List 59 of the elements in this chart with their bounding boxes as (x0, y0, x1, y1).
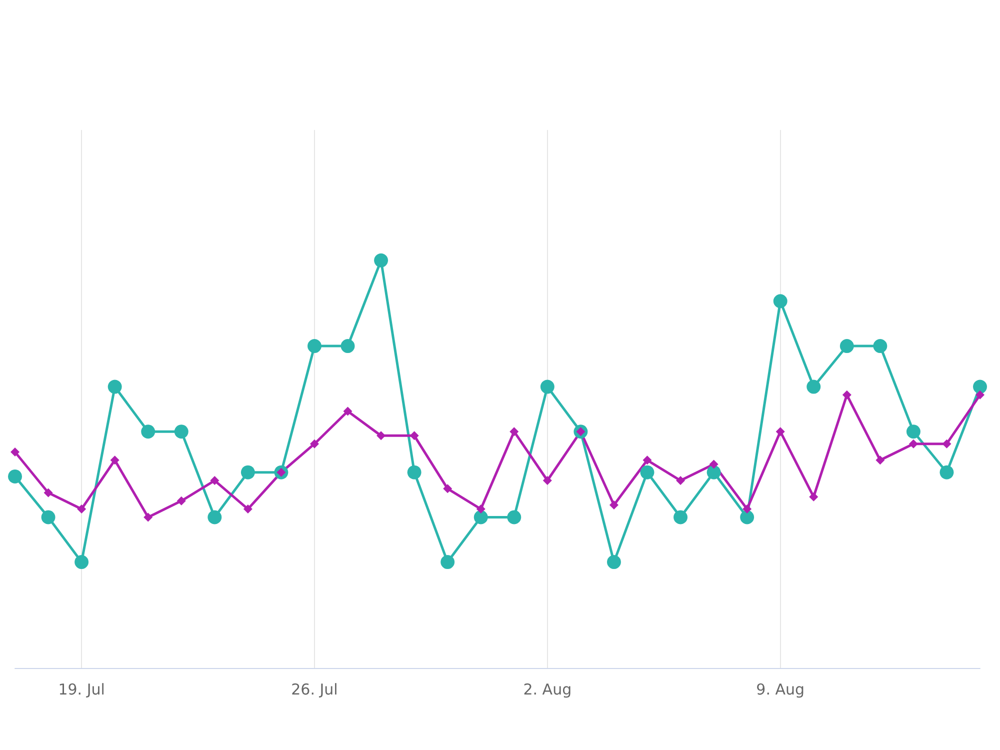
point (10, 447, 20, 456)
point (210, 476, 220, 486)
point (307, 339, 322, 354)
point (340, 339, 355, 354)
point (609, 500, 618, 510)
point (41, 510, 56, 524)
point (474, 510, 488, 524)
point (310, 439, 319, 448)
x-tick-label: 2. Aug (523, 680, 572, 698)
point (77, 504, 86, 514)
point (407, 465, 422, 480)
point (740, 510, 754, 524)
point (906, 424, 920, 439)
point (806, 380, 821, 394)
point (876, 456, 885, 465)
point (510, 427, 519, 436)
x-tick-label: 26. Jul (291, 680, 338, 698)
point (709, 460, 718, 469)
point (240, 465, 255, 480)
point (410, 431, 419, 440)
point (674, 510, 688, 524)
point (540, 380, 554, 394)
point (144, 512, 153, 522)
point (676, 476, 686, 486)
point (542, 476, 552, 486)
point (742, 504, 752, 514)
point (8, 469, 22, 484)
point (940, 465, 954, 480)
point (776, 427, 785, 436)
point (942, 439, 952, 448)
point (176, 496, 186, 506)
point (507, 510, 522, 524)
point (440, 555, 455, 570)
point (343, 406, 352, 416)
point (840, 339, 854, 354)
point (976, 390, 984, 400)
point (773, 294, 788, 308)
x-tick-label: 19. Jul (58, 680, 105, 698)
point (243, 504, 252, 514)
point (208, 510, 222, 524)
point (873, 339, 888, 354)
point (606, 555, 621, 570)
point (908, 439, 918, 448)
point (110, 456, 120, 465)
point (642, 456, 652, 465)
point (74, 555, 89, 570)
point (973, 380, 987, 394)
point (443, 484, 452, 494)
point (44, 488, 53, 498)
x-tick-label: 9. Aug (756, 680, 805, 698)
point (842, 390, 852, 400)
point (640, 465, 654, 480)
point (374, 253, 388, 268)
point (809, 492, 818, 502)
point (174, 424, 188, 439)
point (476, 504, 486, 514)
point (141, 424, 156, 439)
point (706, 465, 721, 480)
point (108, 380, 122, 394)
